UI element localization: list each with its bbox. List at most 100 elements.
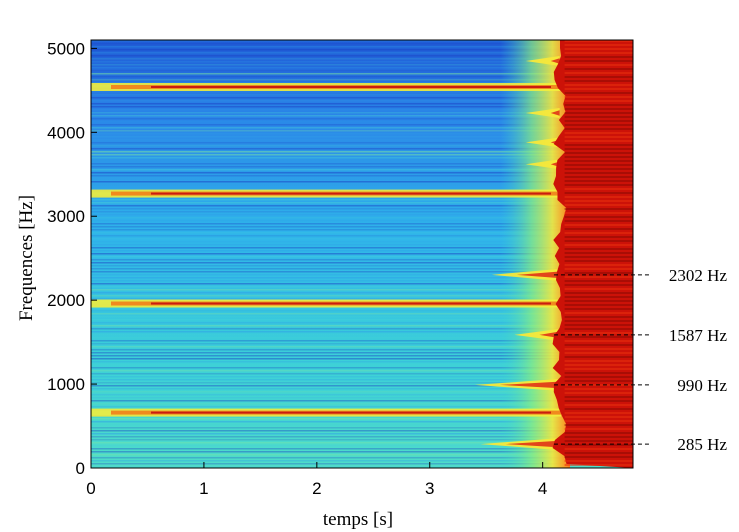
texture-line [91,280,561,282]
x-tick-label: 0 [86,479,95,498]
texture-line [91,385,561,387]
saturation-texture [564,84,633,86]
saturation-texture [564,368,633,370]
saturation-texture [564,340,633,342]
y-tick-label: 5000 [47,39,85,58]
plot-area [91,40,633,468]
saturation-texture [564,52,633,54]
saturation-texture [564,252,633,254]
texture-line [91,61,561,63]
saturation-texture [564,364,633,366]
texture-line [91,43,561,45]
texture-line [91,64,561,66]
saturation-texture [564,172,633,174]
texture-line [91,214,561,216]
saturation-texture [564,400,633,402]
texture-line [91,40,561,42]
texture-line [91,232,561,234]
saturation-texture [564,288,633,290]
texture-line [91,337,561,339]
x-axis-ticks: 0 1 2 3 4 [86,462,547,498]
saturation-texture [564,244,633,246]
saturation-texture [564,152,633,154]
texture-line [91,457,561,459]
saturation-texture [564,360,633,362]
saturation-texture [564,68,633,70]
saturation-texture [564,72,633,74]
saturation-texture [564,264,633,266]
texture-line [91,340,561,342]
texture-line [91,73,561,75]
saturation-texture [564,428,633,430]
texture-line [91,82,561,84]
y-axis-ticks: 0 1000 2000 3000 4000 5000 [47,39,97,478]
saturation-texture [564,120,633,122]
saturation-texture [564,292,633,294]
texture-line [91,94,561,96]
saturation-texture [564,272,633,274]
saturation-texture [564,184,633,186]
saturation-texture [564,352,633,354]
texture-line [91,466,561,468]
texture-line [91,208,561,210]
texture-line [91,442,561,444]
texture-line [91,421,561,423]
texture-line [91,454,561,456]
saturation-texture [564,436,633,438]
y-tick-label: 2000 [47,291,85,310]
saturation-texture [564,156,633,158]
saturation-texture [564,200,633,202]
texture-line [91,121,561,123]
saturation-texture [564,124,633,126]
saturation-texture [564,60,633,62]
saturation-texture [564,300,633,302]
annotation-label: 285 Hz [677,435,727,454]
saturation-texture [564,416,633,418]
saturation-texture [564,140,633,142]
texture-line [91,313,561,315]
saturation-texture [564,220,633,222]
texture-line [91,160,561,162]
x-tick-label: 2 [312,479,321,498]
y-tick-label: 0 [76,459,85,478]
texture-line [91,331,561,333]
texture-line [91,307,561,309]
texture-line [91,253,561,255]
saturation-texture [564,276,633,278]
texture-line [91,58,561,60]
saturation-texture [564,48,633,50]
texture-line [91,346,561,348]
plot-frame [90,39,634,469]
texture-line [91,334,561,336]
texture-line [91,169,561,171]
saturation-texture [564,168,633,170]
saturation-texture [564,216,633,218]
texture-line [91,268,561,270]
texture-line [91,112,561,114]
texture-line [91,259,561,261]
texture-line [91,274,561,276]
saturation-texture [564,256,633,258]
saturation-texture [564,116,633,118]
texture-line [91,217,561,219]
saturation-texture [564,448,633,450]
texture-line [91,427,561,429]
saturation-texture [564,40,633,42]
texture-line [91,463,561,465]
texture-line [91,379,561,381]
saturation-texture [564,44,633,46]
x-axis-label: temps [s] [323,509,393,530]
band-wedge-core [505,440,560,448]
texture-line [91,418,561,420]
texture-line [91,157,561,159]
saturation-texture [564,404,633,406]
saturation-texture [564,92,633,94]
saturation-texture [564,100,633,102]
saturation-texture [564,164,633,166]
band-wedge [525,159,560,170]
texture-line [91,289,561,291]
texture-line [91,319,561,321]
texture-line [91,205,561,207]
annotation-label: 2302 Hz [669,266,728,285]
texture-line [91,145,561,147]
